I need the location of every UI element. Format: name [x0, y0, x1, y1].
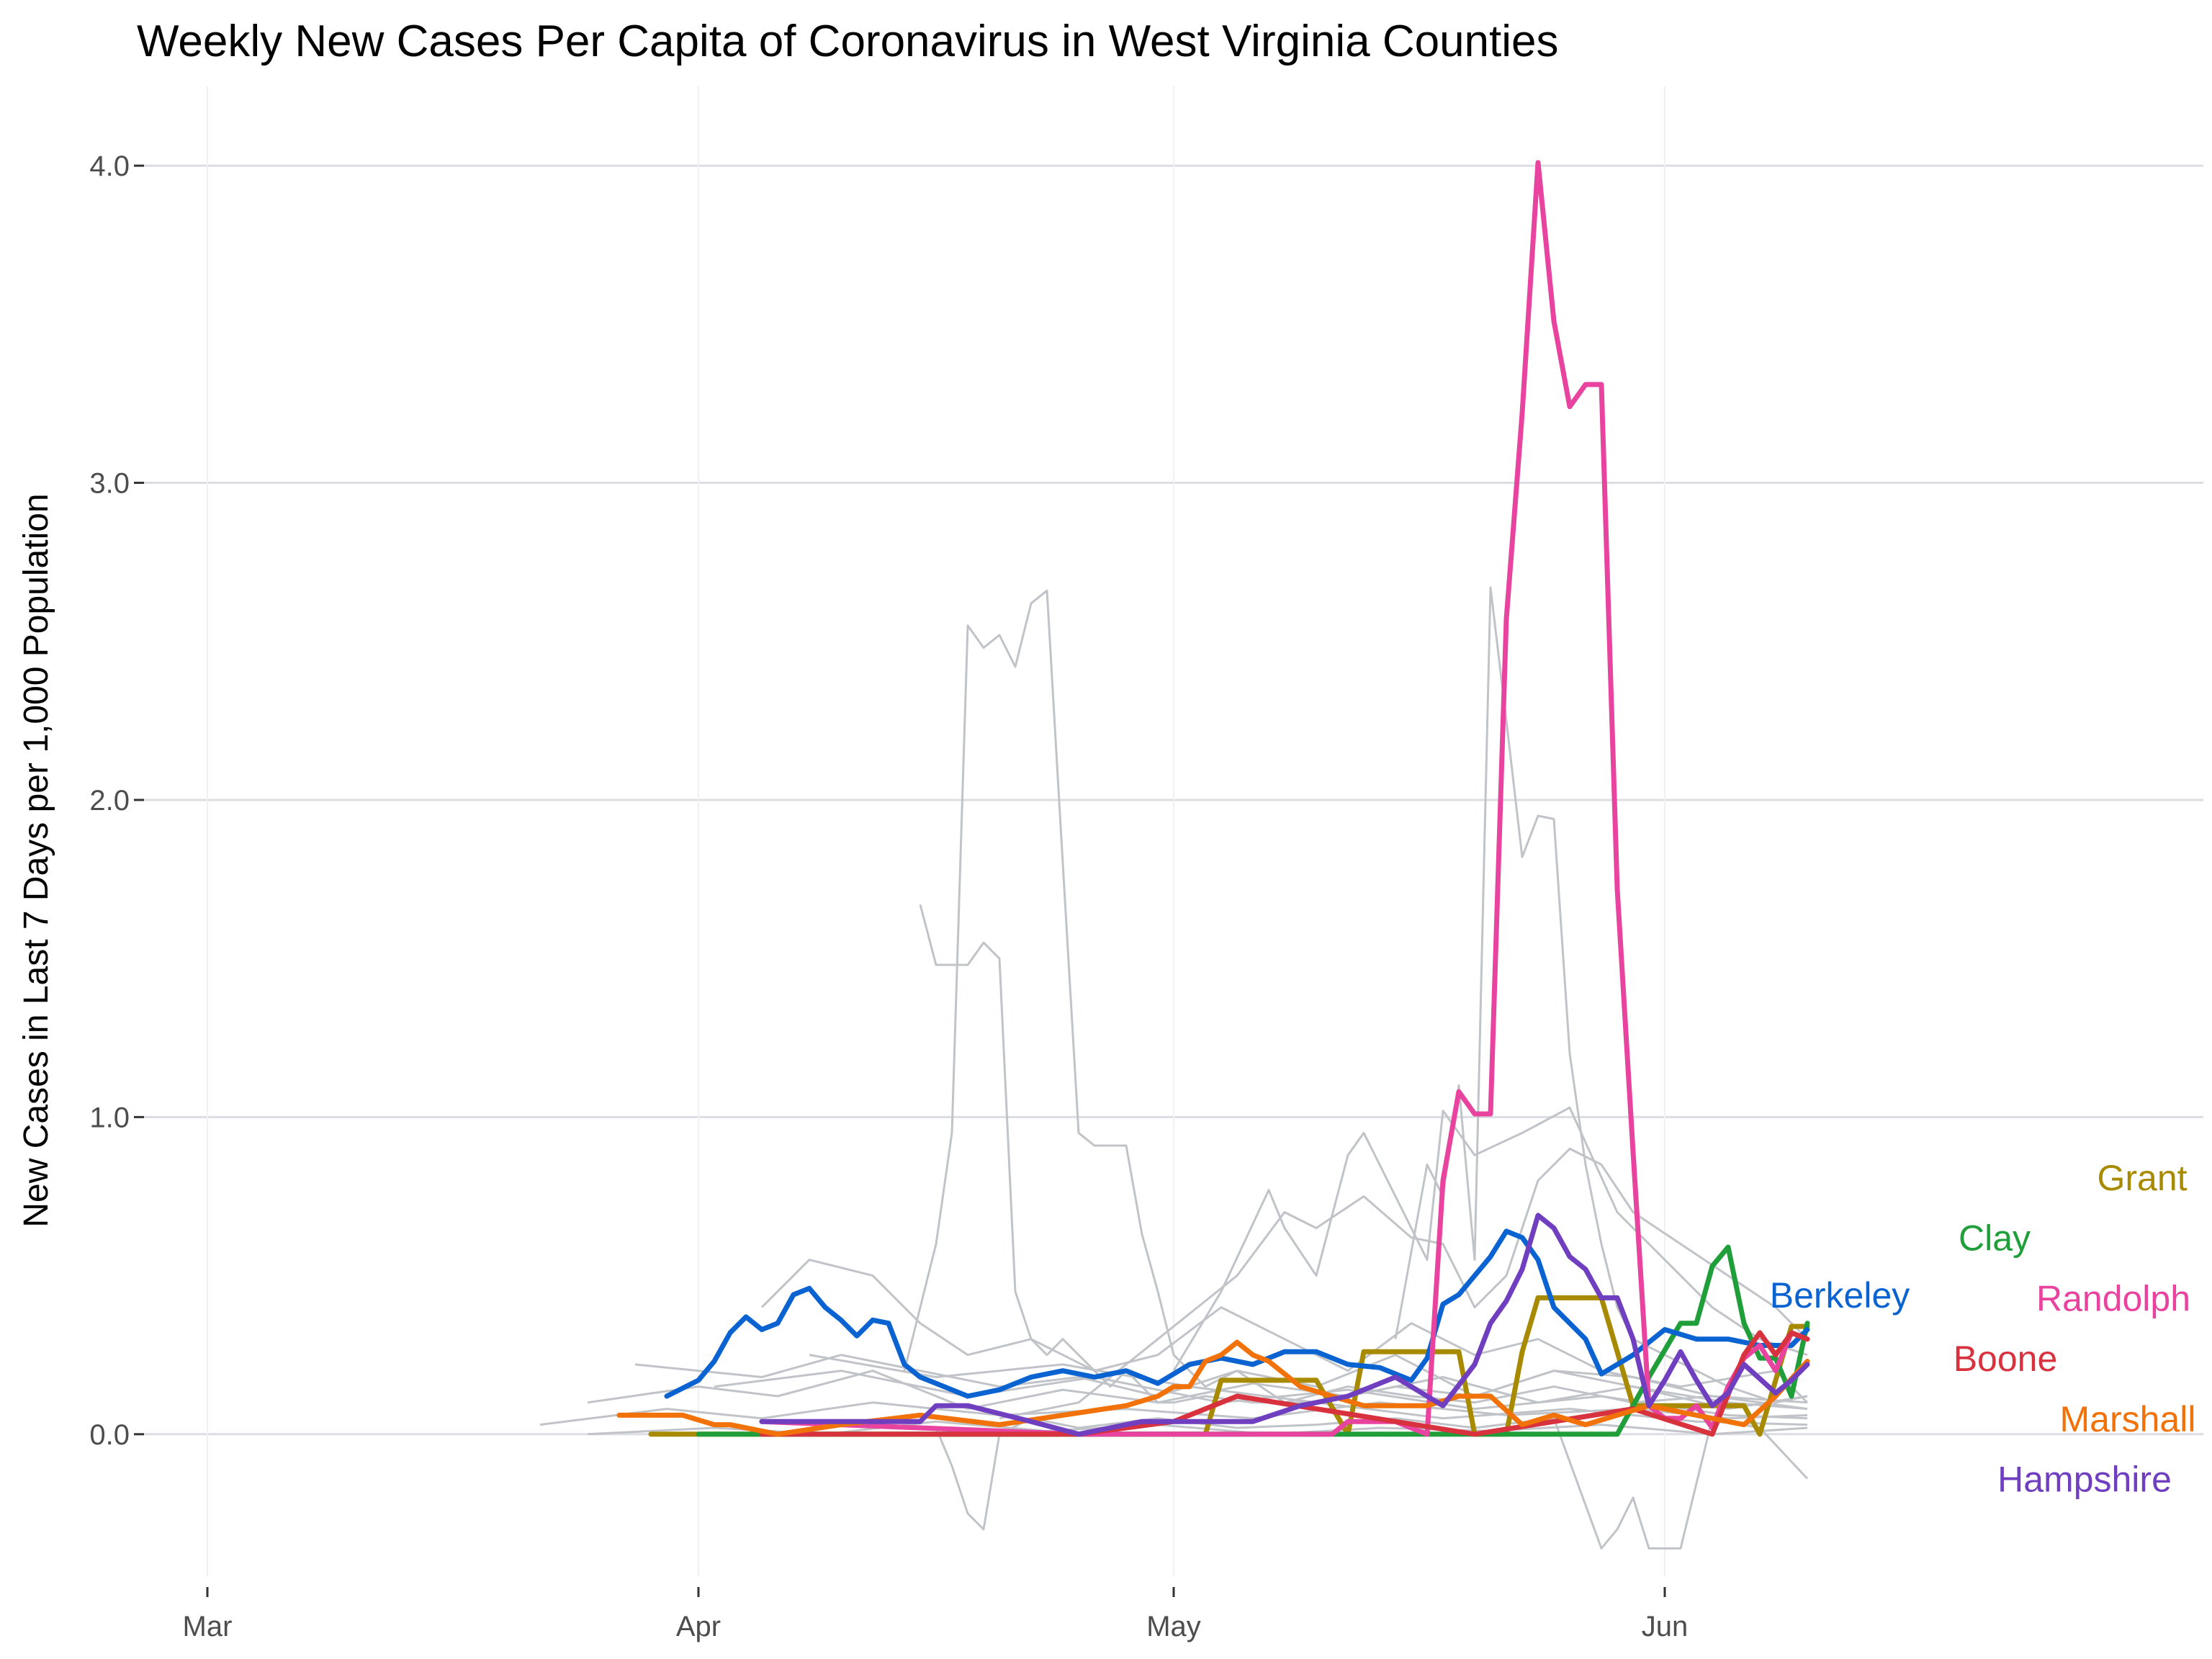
series-line-berkeley [664, 1228, 1810, 1399]
series-line-grant [648, 1295, 1810, 1437]
y-tick-label: 3.0 [89, 468, 130, 500]
series-line-boone [759, 1330, 1810, 1437]
series-label-clay: Clay [1959, 1218, 2031, 1259]
highlighted-series [616, 160, 1810, 1437]
series-line-randolph [759, 160, 1810, 1437]
series-label-hampshire: Hampshire [1997, 1459, 2172, 1499]
chart-title: Weekly New Cases Per Capita of Coronavir… [137, 17, 1559, 66]
x-tick-label: May [1146, 1611, 1201, 1642]
background-series-line [1394, 586, 1808, 1404]
y-tick-label: 0.0 [89, 1419, 130, 1451]
series-label-marshall: Marshall [2060, 1399, 2196, 1439]
series-line-hampshire [759, 1213, 1810, 1437]
background-series-line [903, 589, 1808, 1411]
y-tick-label: 2.0 [89, 785, 130, 817]
background-series-line [935, 1417, 1809, 1550]
y-tick-label: 4.0 [89, 150, 130, 182]
background-series-line [587, 1370, 1808, 1411]
x-tick-labels: Mar Apr May Jun [183, 1611, 1689, 1642]
y-tick-labels: 0.0 1.0 2.0 3.0 4.0 [89, 150, 130, 1451]
x-tick-label: Apr [676, 1611, 721, 1642]
series-label-randolph: Randolph [2036, 1278, 2190, 1318]
series-label-grant: Grant [2097, 1158, 2187, 1198]
background-series-line [1172, 1106, 1808, 1372]
series-label-boone: Boone [1954, 1339, 2058, 1379]
x-tick-label: Mar [183, 1611, 233, 1642]
y-tick-label: 1.0 [89, 1102, 130, 1133]
series-label-berkeley: Berkeley [1770, 1275, 1910, 1316]
background-series-line [760, 1259, 1809, 1403]
x-tick-label: Jun [1642, 1611, 1689, 1642]
grid-lines [134, 86, 2203, 1597]
background-series-line [919, 904, 1808, 1411]
background-series-line [999, 1147, 1809, 1420]
y-axis-label: New Cases in Last 7 Days per 1,000 Popul… [17, 493, 55, 1227]
